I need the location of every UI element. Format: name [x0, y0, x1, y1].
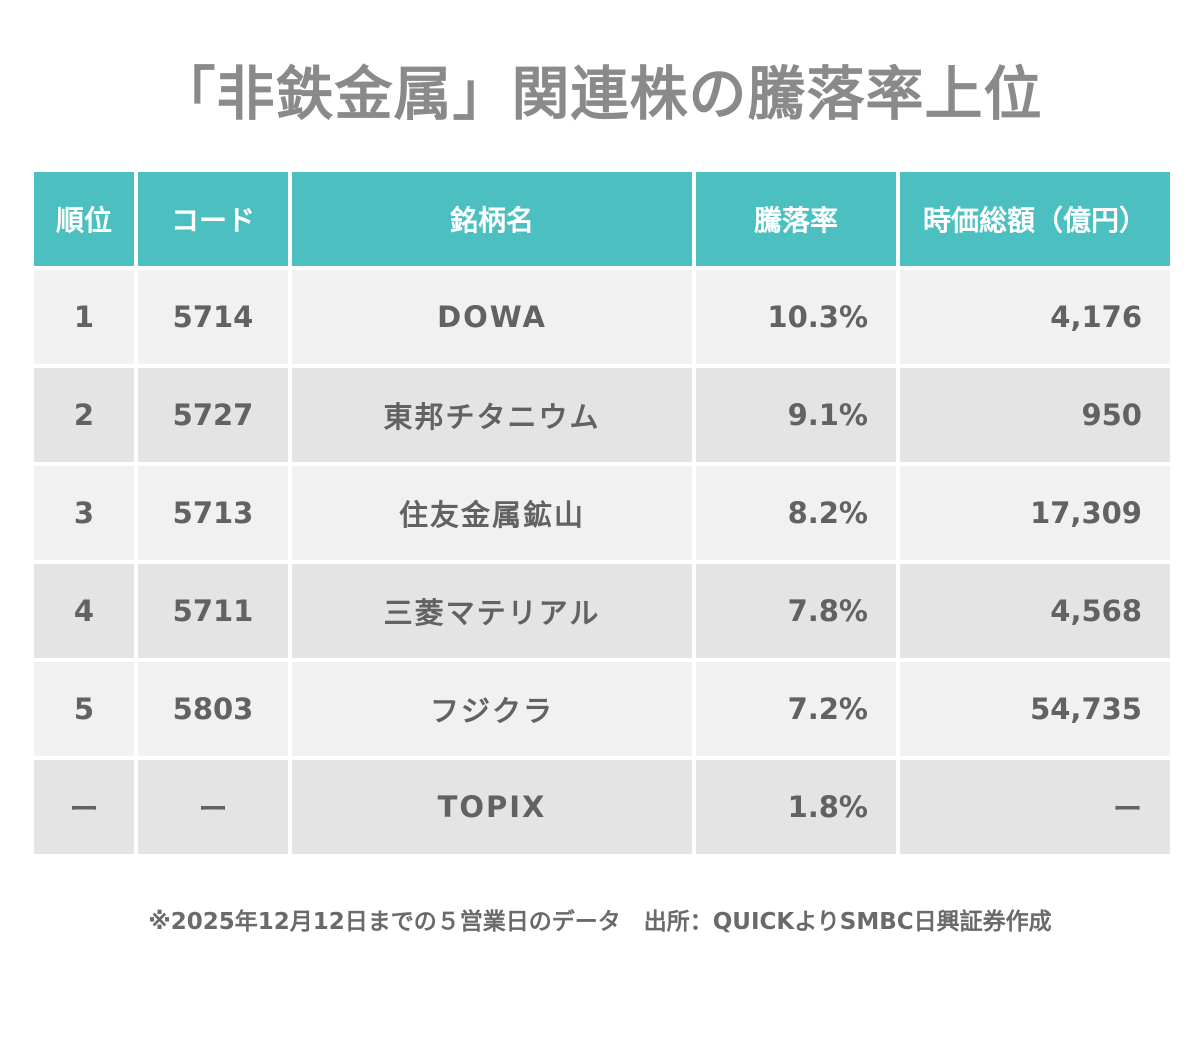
name-cell: DOWA	[292, 270, 692, 364]
header-name: 銘柄名	[292, 172, 692, 266]
header-rank: 順位	[34, 172, 134, 266]
page-title: 「非鉄金属」関連株の騰落率上位	[157, 60, 1043, 128]
market-cap-cell: 17,309	[900, 466, 1170, 560]
table-row: 5 5803 フジクラ 7.2% 54,735	[34, 662, 1170, 756]
header-market-cap: 時価総額（億円）	[900, 172, 1170, 266]
rank-cell: 5	[34, 662, 134, 756]
table-row: 2 5727 東邦チタニウム 9.1% 950	[34, 368, 1170, 462]
rank-cell: ー	[34, 760, 134, 854]
market-cap-cell: 54,735	[900, 662, 1170, 756]
footnote: ※2025年12月12日までの５営業日のデータ 出所：QUICKよりSMBC日興…	[148, 909, 1052, 935]
market-cap-cell: 4,568	[900, 564, 1170, 658]
code-cell: ー	[138, 760, 288, 854]
market-cap-cell: ー	[900, 760, 1170, 854]
market-cap-cell: 4,176	[900, 270, 1170, 364]
ranking-table: 順位 コード 銘柄名 騰落率 時価総額（億円） 1 5714 DOWA 10.3…	[30, 168, 1174, 858]
change-cell: 9.1%	[696, 368, 896, 462]
table-row: 1 5714 DOWA 10.3% 4,176	[34, 270, 1170, 364]
name-cell: フジクラ	[292, 662, 692, 756]
name-cell: 東邦チタニウム	[292, 368, 692, 462]
change-cell: 10.3%	[696, 270, 896, 364]
code-cell: 5713	[138, 466, 288, 560]
table-row: ー ー TOPIX 1.8% ー	[34, 760, 1170, 854]
header-code: コード	[138, 172, 288, 266]
change-cell: 7.8%	[696, 564, 896, 658]
market-cap-cell: 950	[900, 368, 1170, 462]
rank-cell: 4	[34, 564, 134, 658]
table-row: 3 5713 住友金属鉱山 8.2% 17,309	[34, 466, 1170, 560]
rank-cell: 3	[34, 466, 134, 560]
table-header-row: 順位 コード 銘柄名 騰落率 時価総額（億円）	[34, 172, 1170, 266]
name-cell: 住友金属鉱山	[292, 466, 692, 560]
change-cell: 8.2%	[696, 466, 896, 560]
code-cell: 5727	[138, 368, 288, 462]
rank-cell: 2	[34, 368, 134, 462]
header-change: 騰落率	[696, 172, 896, 266]
change-cell: 7.2%	[696, 662, 896, 756]
name-cell: TOPIX	[292, 760, 692, 854]
name-cell: 三菱マテリアル	[292, 564, 692, 658]
code-cell: 5711	[138, 564, 288, 658]
change-cell: 1.8%	[696, 760, 896, 854]
rank-cell: 1	[34, 270, 134, 364]
table-row: 4 5711 三菱マテリアル 7.8% 4,568	[34, 564, 1170, 658]
code-cell: 5803	[138, 662, 288, 756]
code-cell: 5714	[138, 270, 288, 364]
